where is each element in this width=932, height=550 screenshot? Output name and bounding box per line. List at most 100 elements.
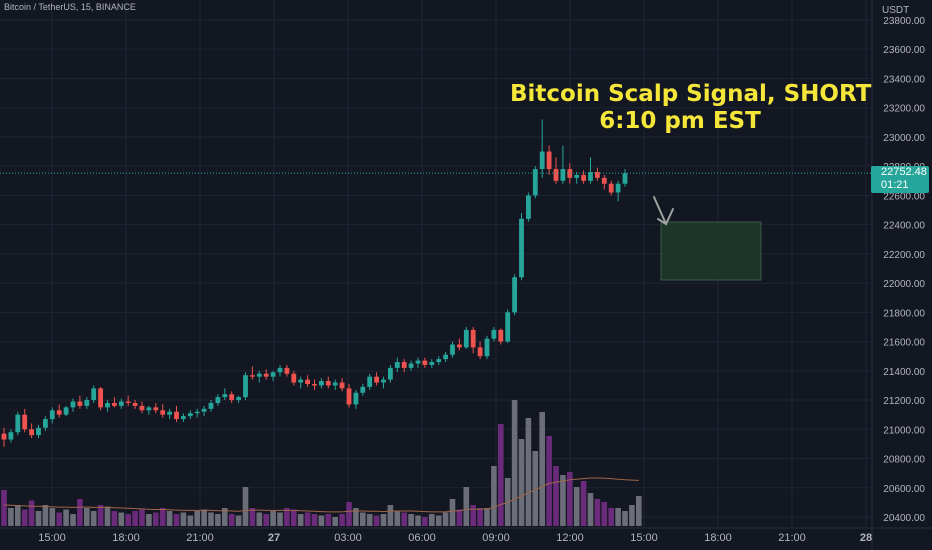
candle-body xyxy=(8,432,14,440)
candle-body xyxy=(201,408,207,412)
candle-body xyxy=(139,405,145,411)
volume-bar xyxy=(615,508,621,526)
candle-body xyxy=(105,402,110,408)
candle-body xyxy=(319,381,324,386)
price-tick-label: 21200.00 xyxy=(883,396,925,407)
price-tick-label: 23000.00 xyxy=(883,133,925,144)
candle-body xyxy=(519,218,524,278)
candle-body xyxy=(112,402,117,406)
candle-body xyxy=(22,414,28,430)
volume-bar xyxy=(539,412,545,526)
volume-bar xyxy=(146,514,152,526)
volume-bar xyxy=(608,508,614,526)
volume-bar xyxy=(318,515,325,526)
candle-body xyxy=(526,195,531,219)
candle-body xyxy=(91,388,97,401)
candle-body xyxy=(408,363,414,368)
candle-body xyxy=(125,401,131,403)
currency-label: USDT xyxy=(882,5,910,16)
volume-bar xyxy=(84,508,90,526)
candle-body xyxy=(84,400,90,406)
volume-bar xyxy=(339,514,345,526)
volume-bar xyxy=(235,515,242,526)
price-tick-label: 23400.00 xyxy=(883,74,925,85)
volume-bar xyxy=(70,514,76,526)
candle-body xyxy=(595,172,600,178)
volume-moving-average xyxy=(3,477,639,513)
volume-bar xyxy=(491,466,497,526)
candle-body xyxy=(560,169,566,181)
volume-bar xyxy=(21,509,28,526)
volume-bar xyxy=(353,508,359,526)
candle-body xyxy=(588,172,593,181)
candle-body xyxy=(312,383,317,386)
volume-bar xyxy=(222,508,228,526)
candle-body xyxy=(498,329,504,342)
candle-body xyxy=(243,375,248,398)
candle-body xyxy=(215,397,221,403)
volume-bar xyxy=(429,514,435,526)
volume-bar xyxy=(277,512,283,526)
price-tick-label: 23200.00 xyxy=(883,104,925,115)
candle-body xyxy=(132,402,138,406)
volume-bar xyxy=(636,496,642,526)
time-tick-label: 03:00 xyxy=(334,532,362,544)
price-tick-label: 22200.00 xyxy=(883,250,925,261)
volume-bar xyxy=(187,515,194,526)
volume-bar xyxy=(560,475,566,526)
volume-bar xyxy=(256,512,263,526)
time-axis[interactable]: 15:00 18:00 21:00 27 03:00 06:00 09:00 12:00 15:… xyxy=(38,532,872,544)
candle-body xyxy=(457,344,462,348)
candle-body xyxy=(505,312,511,342)
volume-bar xyxy=(401,512,407,526)
volume-bar xyxy=(180,512,187,526)
volume-bar xyxy=(194,511,200,526)
volume-bar xyxy=(263,514,269,526)
volume-bar xyxy=(484,508,490,526)
candle-body xyxy=(15,414,21,433)
volume-bar xyxy=(477,508,483,526)
price-tick-label: 21800.00 xyxy=(883,308,925,319)
candle-body xyxy=(422,360,428,365)
volume-bar xyxy=(373,515,380,526)
price-tick-label: 20400.00 xyxy=(883,513,925,524)
time-tick-label: 06:00 xyxy=(408,532,436,544)
candle-body xyxy=(187,413,193,417)
volume-bar xyxy=(580,481,587,526)
volume-bar xyxy=(387,505,394,526)
arrow-icon xyxy=(653,196,674,226)
volume-bar xyxy=(104,506,111,526)
volume-bar xyxy=(35,511,42,526)
volume-bar xyxy=(125,514,131,526)
candle-body xyxy=(43,419,48,428)
candle-body xyxy=(339,382,345,389)
volume-bars xyxy=(1,400,642,526)
candle-body xyxy=(346,388,352,405)
volume-bar xyxy=(360,512,366,526)
signal-annotation: Bitcoin Scalp Signal, SHORT 6:10 pm EST xyxy=(510,81,871,135)
volume-bar xyxy=(325,514,332,526)
candle-countdown: 01:21 xyxy=(881,179,909,191)
volume-bar xyxy=(332,517,338,526)
volume-bar xyxy=(173,514,180,526)
volume-bar xyxy=(215,514,221,526)
candle-body xyxy=(284,367,290,374)
price-axis[interactable]: 20400.00 20600.00 20800.00 21000.00 21200.00… xyxy=(883,16,925,524)
candle-body xyxy=(581,174,586,181)
candle-body xyxy=(160,410,166,415)
volume-bar xyxy=(242,487,249,526)
volume-bar xyxy=(622,511,628,526)
candle-body xyxy=(463,329,469,348)
volume-bar xyxy=(284,508,290,526)
volume-bar xyxy=(132,511,138,526)
volume-bar xyxy=(1,490,7,526)
candle-body xyxy=(146,407,152,411)
volume-bar xyxy=(90,511,97,526)
candle-body xyxy=(491,329,497,339)
volume-bar xyxy=(532,451,539,526)
target-zone-box xyxy=(660,221,762,281)
volume-bar xyxy=(380,514,387,526)
volume-bar xyxy=(463,487,470,526)
candle-body xyxy=(539,151,545,170)
